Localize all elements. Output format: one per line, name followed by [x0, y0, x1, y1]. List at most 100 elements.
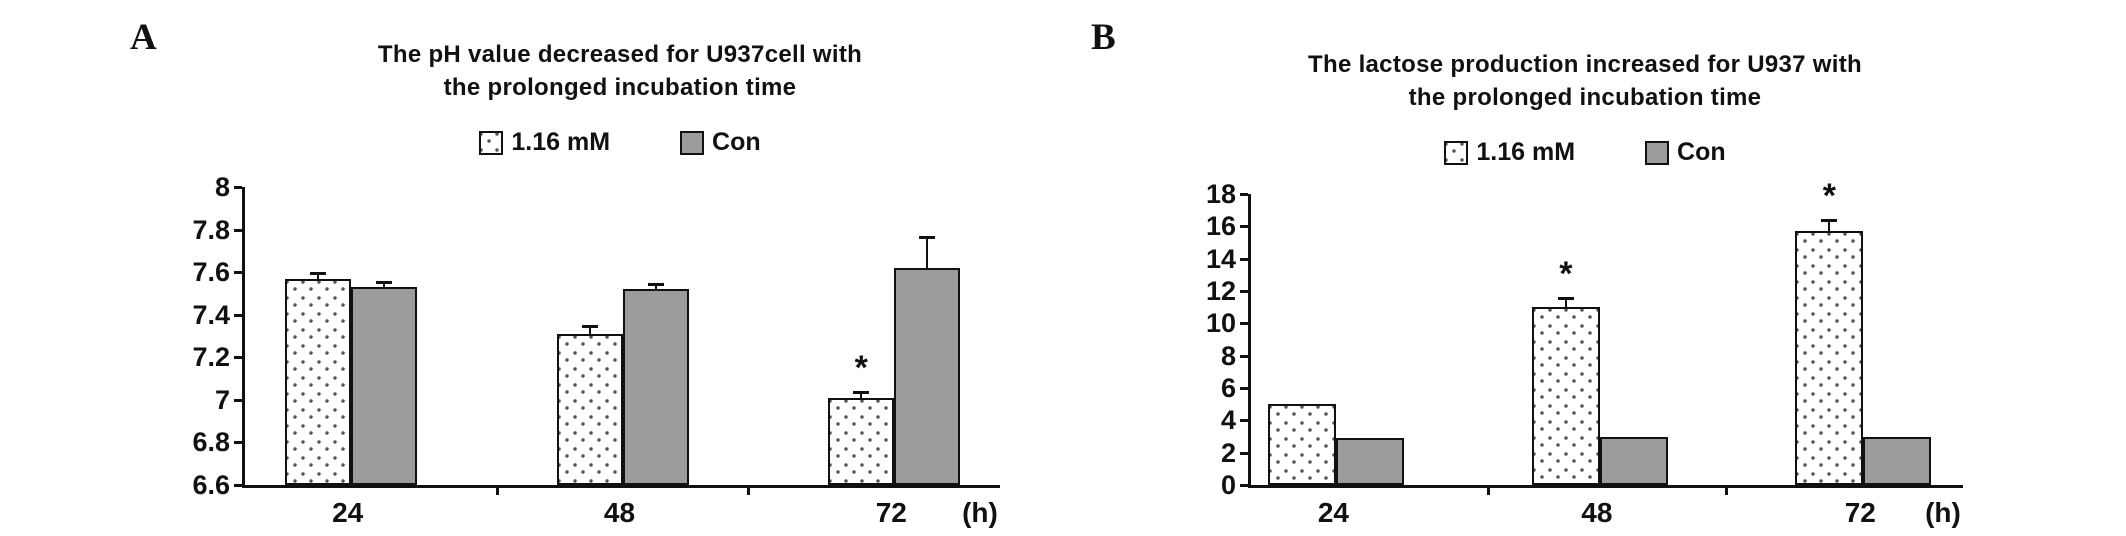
legend-item-1-16-mm: 1.16 mM: [1444, 138, 1575, 167]
bar-1-16-mm-24h: [284, 278, 351, 485]
y-tick-mark: [1240, 225, 1248, 229]
y-tick-mark: [1240, 451, 1248, 455]
panel-label-b: B: [1091, 17, 1116, 58]
chart-title-a: The pH value decreased for U937cell with…: [230, 38, 1010, 104]
y-tick-label: 12: [1205, 276, 1236, 306]
legend-swatch-gray: [1645, 140, 1670, 165]
legend-label-1-16-mm: 1.16 mM: [511, 128, 611, 156]
chart-title-b-line2: the prolonged incubation time: [1408, 84, 1762, 111]
error-bar-line: [654, 284, 657, 290]
panel-label-a: A: [130, 17, 157, 58]
bar-1-16-mm-48h: [556, 333, 623, 485]
y-tick-mark: [1240, 290, 1248, 293]
legend-label-1-16-mm: 1.16 mM: [1476, 138, 1576, 166]
error-bar-line: [316, 274, 319, 279]
bar-con-72h: [1863, 436, 1932, 485]
bar-1-16-mm-72h: [1795, 231, 1864, 485]
y-tick-mark: [1240, 484, 1248, 487]
legend-label-con: Con: [1677, 138, 1726, 166]
significance-star: *: [1822, 177, 1836, 216]
x-axis-tick: [495, 485, 499, 495]
y-tick-label: 7: [214, 384, 230, 415]
y-tick-mark: [234, 356, 242, 360]
y-tick-label: 7.6: [192, 257, 230, 288]
y-tick-label: 14: [1205, 243, 1236, 274]
x-tick-label: 24: [1317, 497, 1350, 528]
panel-b: B The lactose production increased for U…: [1085, 8, 2065, 532]
error-bar-line: [860, 393, 863, 398]
bar-con-24h: [350, 287, 417, 485]
error-bar-cap: [919, 236, 936, 240]
error-bar-cap: [647, 282, 664, 286]
y-tick-mark: [1240, 257, 1248, 261]
error-bar-cap: [375, 280, 392, 284]
bar-1-16-mm-24h: [1268, 404, 1337, 485]
chart-title-a-line2: the prolonged incubation time: [443, 74, 797, 101]
plot-area-a: *: [242, 187, 1000, 495]
legend-swatch-dotted: [1444, 140, 1469, 165]
x-axis-tick: [1724, 485, 1728, 495]
x-tick-label: 24: [332, 497, 364, 528]
significance-star: *: [1559, 255, 1573, 294]
y-tick-label: 6: [1220, 373, 1236, 403]
y-tick-label: 16: [1205, 211, 1236, 242]
x-unit-label: (h): [962, 497, 998, 528]
error-bar-line: [382, 282, 385, 288]
y-tick-mark: [234, 484, 242, 487]
chart-title-b-line1: The lactose production increased for U93…: [1308, 51, 1862, 78]
y-tick-mark: [1240, 419, 1248, 423]
bar-1-16-mm-48h: [1531, 307, 1600, 485]
y-tick-label: 7.2: [192, 342, 230, 373]
error-bar-line: [926, 238, 929, 268]
chart-title-a-line1: The pH value decreased for U937cell with: [377, 41, 863, 68]
legend-label-con: Con: [712, 128, 761, 156]
legend-b: 1.16 mM Con: [1185, 138, 1985, 167]
bar-con-48h: [1599, 436, 1668, 485]
y-tick-mark: [1240, 387, 1248, 390]
y-tick-mark: [234, 441, 242, 445]
y-tick-mark: [1240, 354, 1248, 358]
y-tick-mark: [234, 313, 242, 317]
error-bar-cap: [309, 272, 326, 276]
error-bar-line: [588, 327, 591, 334]
bar-con-72h: [894, 267, 961, 485]
legend-swatch-dotted: [479, 130, 504, 155]
chart-title-b: The lactose production increased for U93…: [1185, 48, 1985, 114]
error-bar-cap: [853, 391, 870, 395]
legend-item-1-16-mm: 1.16 mM: [479, 128, 610, 157]
error-bar-line: [1564, 299, 1567, 308]
legend-item-con: Con: [680, 128, 761, 157]
y-tick-label: 8: [214, 172, 230, 202]
legend-swatch-gray: [680, 130, 705, 155]
error-bar-cap: [1557, 297, 1574, 301]
y-tick-mark: [234, 228, 242, 232]
y-tick-mark: [234, 186, 242, 189]
x-tick-label: 72: [1844, 497, 1876, 528]
y-tick-label: 6.8: [192, 427, 230, 458]
x-axis-tick: [747, 485, 751, 495]
y-tick-mark: [1240, 322, 1248, 326]
bar-con-24h: [1336, 438, 1405, 485]
y-tick-mark: [1240, 193, 1248, 196]
y-tick-label: 0: [1220, 470, 1236, 500]
y-tick-label: 8: [1220, 340, 1236, 371]
bar-con-48h: [622, 289, 689, 485]
y-tick-mark: [234, 271, 242, 275]
significance-star: *: [854, 349, 868, 388]
y-tick-label: 7.4: [192, 299, 230, 330]
y-tick-label: 2: [1220, 437, 1236, 468]
y-tick-label: 7.8: [192, 214, 230, 245]
error-bar-cap: [581, 325, 598, 329]
x-unit-label: (h): [1925, 497, 1961, 528]
y-tick-label: 18: [1205, 179, 1236, 209]
legend-a: 1.16 mM Con: [230, 128, 1010, 157]
error-bar-cap: [1821, 219, 1838, 223]
x-axis-tick: [1487, 485, 1491, 495]
x-tick-label: 48: [603, 497, 636, 528]
y-tick-label: 10: [1205, 308, 1236, 339]
legend-item-con: Con: [1645, 138, 1726, 167]
panel-a: A The pH value decreased for U937cell wi…: [90, 8, 1040, 532]
x-tick-label: 72: [875, 497, 907, 528]
y-tick-label: 6.6: [192, 470, 230, 500]
y-tick-mark: [234, 398, 242, 402]
